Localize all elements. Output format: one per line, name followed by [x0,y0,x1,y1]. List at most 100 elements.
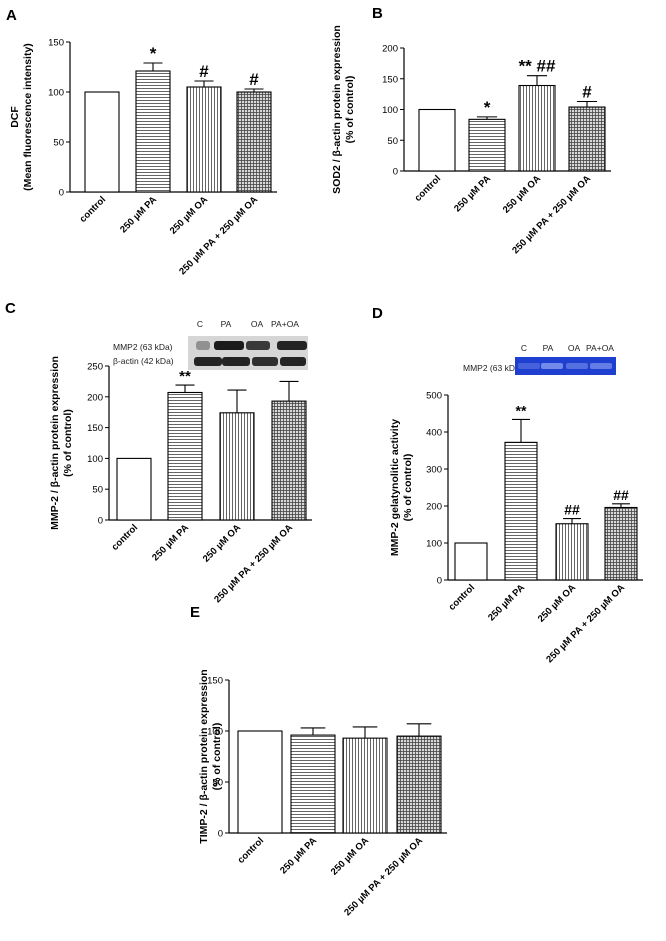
blot-lane-label: PA [543,343,554,353]
y-axis-label: SOD2 / β-actin protein expression(% of c… [331,25,356,194]
bar [396,735,442,834]
y-tick-label: 100 [48,88,64,99]
blot-band [196,341,210,350]
significance-marker: # [199,62,209,81]
category-label: 250 µM OA [168,194,210,236]
category-label: 250 µM OA [329,835,371,877]
blot-row-label: β-actin (42 kDa) [113,356,174,366]
y-tick-label: 0 [218,829,223,840]
panel-letter: A [6,7,17,24]
y-tick-label: 150 [207,676,223,687]
y-tick-label: 150 [382,74,398,85]
y-tick-label: 150 [87,423,103,434]
category-label: 250 µM PA [452,173,493,214]
y-tick-label: 150 [48,38,64,49]
significance-marker: ## [564,502,580,518]
y-tick-label: 200 [87,392,103,403]
y-tick-label: 50 [387,136,398,147]
category-label: 250 µM OA [501,173,543,215]
blot-band [252,357,278,366]
category-label: control [110,522,141,553]
blot-lane-label: PA+OA [271,319,299,329]
significance-marker: * [150,44,157,63]
y-tick-label: 250 [87,362,103,373]
bar [84,91,120,193]
blot-lane-label: PA+OA [586,343,614,353]
y-axis-label: TIMP-2 / β-actin protein expression(% of… [198,669,223,843]
panel-letter: E [190,604,200,621]
blot-band [246,341,270,350]
y-axis-label: DCF(Mean fluorescence intensity) [9,43,34,191]
blot-lane-label: OA [568,343,581,353]
blot-lane-label: C [197,319,203,329]
y-tick-label: 0 [437,576,442,587]
y-tick-label: 0 [393,167,398,178]
bar [454,542,488,581]
blot-band [214,341,244,350]
y-tick-label: 100 [382,105,398,116]
zymogram-gel [515,357,616,375]
bar [237,730,283,834]
significance-marker: ** [516,402,527,418]
significance-marker: # [582,83,592,102]
category-label: control [447,582,478,613]
zymography-inset: C PA OA PA+OA MMP2 (63 kDa) [463,343,616,375]
y-tick-label: 100 [426,539,442,550]
bar [271,400,307,521]
y-tick-label: 50 [53,138,64,149]
bar [518,84,556,172]
bar [568,106,606,172]
bar [418,108,456,172]
y-tick-label: 100 [207,727,223,738]
y-tick-label: 50 [212,778,223,789]
y-tick-label: 100 [87,454,103,465]
category-label: 250 µM PA [118,194,159,235]
y-tick-label: 300 [426,465,442,476]
zymogram-band [518,363,540,369]
bar [604,506,638,581]
zymogram-band [590,363,612,369]
category-label: control [413,173,444,204]
significance-marker: ** ## [519,57,556,76]
category-label: 250 µM OA [536,582,578,624]
western-blot-inset: C PA OA PA+OA MMP2 (63 kDa) β-actin (42 kDa) [113,319,308,370]
bar [236,91,272,193]
blot-band [194,357,222,366]
panel-letter: B [372,5,383,22]
blot-lane-label: OA [251,319,264,329]
bar [116,457,152,521]
bar [468,118,506,172]
y-axis-label: MMP-2 / β-actin protein expression(% of … [49,356,74,530]
y-tick-label: 200 [382,44,398,55]
significance-marker: ** [179,368,191,385]
zymogram-band [541,363,563,369]
chart-panel-b: B 0 50 100 150 200 SOD2 / β-actin protein expr… [331,5,611,256]
blot-lane-label: PA [221,319,232,329]
y-tick-label: 200 [426,502,442,513]
bar [219,412,255,521]
y-tick-label: 0 [98,516,103,527]
blot-row-label: MMP2 (63 kDa) [463,363,523,373]
blot-band [280,357,306,366]
zymogram-band [566,363,588,369]
bar [504,441,538,581]
chart-panel-a: A 0 50 100 150 DCF(Mean fluorescence intensit… [6,7,277,277]
category-label: 250 µM OA [201,522,243,564]
blot-lane-label: C [521,343,527,353]
blot-band [222,357,250,366]
y-tick-label: 400 [426,428,442,439]
category-label: control [78,194,109,225]
bar [167,391,203,521]
bar [555,523,589,581]
category-label: 250 µM PA [278,835,319,876]
category-label: 250 µM PA [150,522,191,563]
y-tick-label: 500 [426,391,442,402]
bar [135,70,171,193]
category-label: 250 µM PA [486,582,527,623]
significance-marker: ## [613,487,629,503]
blot-row-label: MMP2 (63 kDa) [113,342,173,352]
category-label: control [236,835,267,866]
panel-letter: D [372,305,383,322]
